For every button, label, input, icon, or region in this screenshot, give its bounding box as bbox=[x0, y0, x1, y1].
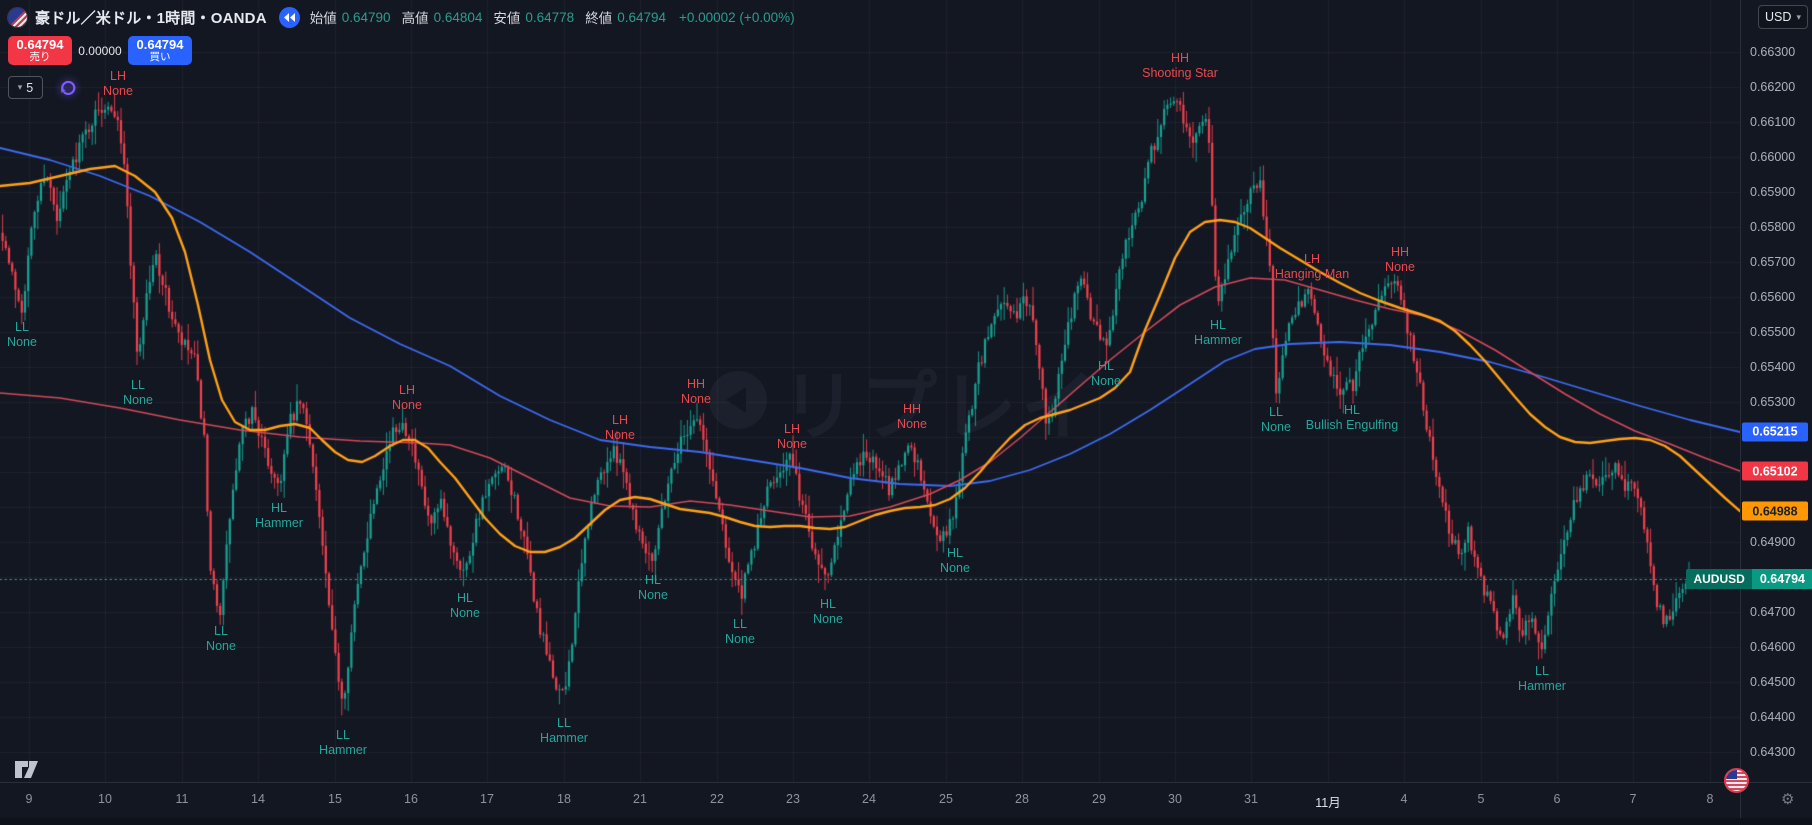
price-tick: 0.64500 bbox=[1750, 675, 1796, 689]
time-tick: 18 bbox=[557, 792, 571, 806]
price-tick: 0.65900 bbox=[1750, 185, 1796, 199]
high-value: 0.64804 bbox=[433, 9, 483, 25]
close-value: 0.64794 bbox=[617, 9, 666, 25]
last-price-value: 0.64794 bbox=[1751, 569, 1812, 590]
time-tick: 16 bbox=[404, 792, 418, 806]
time-tick: 30 bbox=[1168, 792, 1182, 806]
replay-rewind-button[interactable] bbox=[278, 6, 300, 28]
time-tick: 22 bbox=[710, 792, 724, 806]
price-tick: 0.64600 bbox=[1750, 640, 1796, 654]
time-tick: 29 bbox=[1092, 792, 1106, 806]
last-price-label: AUDUSD 0.64794 bbox=[1686, 569, 1812, 590]
us-flag-icon[interactable] bbox=[1724, 768, 1749, 793]
time-tick: 14 bbox=[251, 792, 265, 806]
high-label: 高値 bbox=[401, 11, 429, 26]
buy-price: 0.64794 bbox=[136, 37, 184, 53]
price-tick: 0.64400 bbox=[1750, 710, 1796, 724]
time-tick: 8 bbox=[1706, 792, 1714, 806]
price-tick: 0.64300 bbox=[1750, 745, 1796, 759]
candlestick-chart[interactable] bbox=[0, 0, 1740, 782]
price-tick: 0.65600 bbox=[1750, 290, 1796, 304]
price-tick: 0.66100 bbox=[1750, 115, 1796, 129]
ma-value-label: 0.65215 bbox=[1742, 422, 1808, 442]
currency-selector[interactable]: USD ▾ bbox=[1758, 5, 1808, 29]
price-tick: 0.64900 bbox=[1750, 535, 1796, 549]
change-value: +0.00002 (+0.00%) bbox=[679, 9, 795, 25]
close-label: 終値 bbox=[585, 11, 613, 26]
low-label: 安値 bbox=[493, 11, 521, 26]
open-value: 0.64790 bbox=[341, 9, 391, 25]
sell-price: 0.64794 bbox=[16, 37, 64, 53]
price-tick: 0.64700 bbox=[1750, 605, 1796, 619]
ohlc-readout: 始値 0.64790 高値 0.64804 安値 0.64778 終値 0.64… bbox=[310, 7, 795, 27]
ma-value-label: 0.65102 bbox=[1742, 461, 1808, 481]
time-tick: 11月 bbox=[1315, 796, 1341, 810]
time-tick: 6 bbox=[1553, 792, 1561, 806]
time-tick: 5 bbox=[1477, 792, 1485, 806]
price-tick: 0.66200 bbox=[1750, 80, 1796, 94]
spread-value: 0.00000 bbox=[78, 43, 122, 58]
trade-panel: 0.64794 売り 0.00000 0.64794 買い ▾ 5 bbox=[8, 36, 192, 99]
symbol-title[interactable]: 豪ドル／米ドル・1時間・OANDA bbox=[35, 9, 267, 27]
time-tick: 11 bbox=[175, 792, 189, 806]
gear-icon[interactable]: ⚙ bbox=[1781, 791, 1795, 808]
time-tick: 25 bbox=[939, 792, 953, 806]
bar-count-value: 5 bbox=[26, 80, 34, 95]
price-tick: 0.65500 bbox=[1750, 325, 1796, 339]
price-tick: 0.65800 bbox=[1750, 220, 1796, 234]
currency-value: USD bbox=[1765, 10, 1792, 24]
time-tick: 31 bbox=[1244, 792, 1258, 806]
time-tick: 28 bbox=[1015, 792, 1029, 806]
price-axis[interactable]: USD ▾ 0.66300 0.66200 0.66100 0.66000 0.6590… bbox=[1686, 0, 1812, 794]
chart-legend: 豪ドル／米ドル・1時間・OANDA 始値 0.64790 高値 0.64804 … bbox=[8, 5, 795, 29]
bottom-strip bbox=[0, 818, 1812, 825]
rewind-icon bbox=[283, 12, 295, 22]
price-tick: 0.66000 bbox=[1750, 150, 1796, 164]
price-tick: 0.66300 bbox=[1750, 45, 1796, 59]
time-tick: 7 bbox=[1629, 792, 1637, 806]
chevron-down-icon: ▾ bbox=[17, 82, 23, 92]
time-tick: 10 bbox=[98, 792, 112, 806]
time-axis[interactable]: 9 10 11 14 15 16 17 18 21 22 23 24 25 28 29 30 31 11月 4 5 6 7… bbox=[0, 782, 1740, 819]
buy-button[interactable]: 0.64794 買い bbox=[128, 36, 192, 65]
symbol-flag-icon bbox=[8, 7, 27, 27]
sync-icon[interactable] bbox=[57, 77, 79, 99]
time-tick: 15 bbox=[328, 792, 342, 806]
ma-value-label: 0.64988 bbox=[1742, 501, 1808, 521]
time-tick: 23 bbox=[786, 792, 800, 806]
time-tick: 21 bbox=[633, 792, 647, 806]
tradingview-logo[interactable] bbox=[14, 760, 44, 784]
open-label: 始値 bbox=[309, 11, 337, 26]
time-tick: 9 bbox=[25, 792, 33, 806]
axis-corner: ⚙ bbox=[1740, 782, 1812, 819]
low-value: 0.64778 bbox=[525, 9, 575, 25]
price-tick: 0.65700 bbox=[1750, 255, 1796, 269]
price-tick: 0.65400 bbox=[1750, 360, 1796, 374]
sell-button[interactable]: 0.64794 売り bbox=[8, 36, 72, 65]
time-tick: 17 bbox=[480, 792, 494, 806]
time-tick: 24 bbox=[862, 792, 876, 806]
last-price-symbol: AUDUSD bbox=[1686, 569, 1752, 590]
price-tick: 0.65300 bbox=[1750, 395, 1796, 409]
sell-label: 売り bbox=[29, 50, 51, 63]
time-tick: 4 bbox=[1400, 792, 1408, 806]
buy-label: 買い bbox=[149, 50, 171, 63]
bar-count-dropdown[interactable]: ▾ 5 bbox=[8, 76, 43, 99]
chevron-down-icon: ▾ bbox=[1796, 11, 1801, 22]
